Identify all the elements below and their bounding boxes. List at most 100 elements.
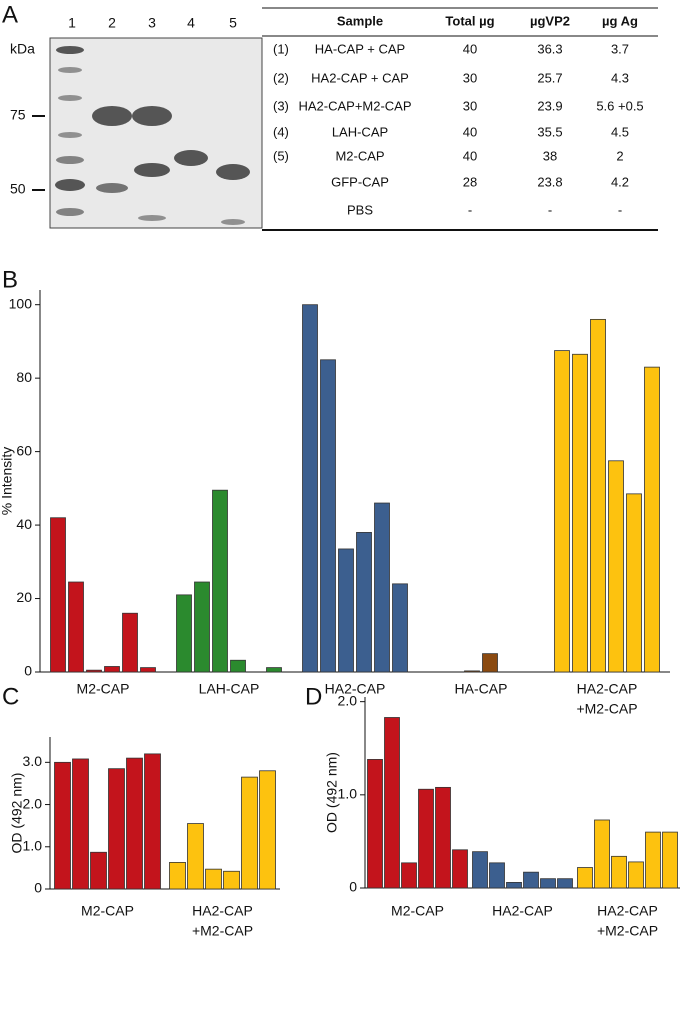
group-label: +M2-CAP [576, 701, 637, 717]
y-tick-label: 40 [16, 516, 32, 532]
bar [577, 867, 593, 889]
group-label: HA2-CAP [597, 903, 658, 919]
table-header: Sample [337, 13, 383, 28]
y-axis-label: OD (492 nm) [9, 773, 25, 854]
bar [241, 776, 258, 890]
y-tick-label: 100 [9, 295, 33, 311]
table-cell: 4.2 [611, 174, 629, 189]
y-tick-label: 2.0 [338, 692, 358, 708]
table-cell: 3.7 [611, 41, 629, 56]
table-cell: 25.7 [537, 70, 562, 85]
table-cell: 40 [463, 148, 477, 163]
table-cell: 40 [463, 124, 477, 139]
panel-letter: C [2, 683, 19, 710]
bar [356, 532, 372, 673]
bar [645, 831, 661, 889]
bar [194, 581, 210, 673]
bar [464, 670, 480, 673]
bar [223, 870, 240, 890]
bar [452, 849, 468, 889]
table-cell: HA2-CAP+M2-CAP [298, 98, 411, 113]
bar [611, 855, 627, 889]
group-label: M2-CAP [81, 903, 134, 919]
lane-label: 3 [148, 15, 156, 31]
bar [572, 353, 588, 673]
group-label: HA2-CAP [577, 681, 638, 697]
bar [205, 868, 222, 890]
table-cell: 4.3 [611, 70, 629, 85]
table-cell: 30 [463, 70, 477, 85]
bar [506, 882, 522, 889]
table-cell: HA-CAP + CAP [315, 41, 405, 56]
lane-label: 2 [108, 15, 116, 31]
gel-image [32, 37, 263, 229]
bar [644, 366, 660, 673]
bar [540, 878, 556, 889]
bar [212, 489, 228, 673]
group-label: HA2-CAP [325, 681, 386, 697]
bar [104, 666, 120, 673]
table-cell: HA2-CAP + CAP [311, 70, 409, 85]
bar [435, 786, 451, 889]
bar [662, 831, 678, 889]
bar [140, 667, 156, 673]
table-cell: 28 [463, 174, 477, 189]
y-axis-label: OD (492 nm) [324, 752, 340, 833]
row-number: (3) [273, 98, 289, 113]
bar [374, 502, 390, 673]
group-label: +M2-CAP [597, 923, 658, 939]
table-header: Total µg [445, 13, 494, 28]
bar [302, 304, 318, 673]
group-label: M2-CAP [77, 681, 130, 697]
bar [169, 862, 186, 890]
bar [608, 460, 624, 673]
charts: 0 20 40 60 80 100 % Intensity M2-CAP LAH-CAP HA2-… [0, 290, 680, 939]
marker-label: 50 [10, 181, 26, 197]
table-cell: 2 [616, 148, 623, 163]
table-cell: - [468, 202, 472, 217]
table-cell: 4.5 [611, 124, 629, 139]
y-tick-label: 1.0 [338, 786, 358, 802]
group-label: LAH-CAP [199, 681, 260, 697]
table-cell: 36.3 [537, 41, 562, 56]
bar [176, 594, 192, 673]
table-cell: - [548, 202, 552, 217]
table-cell: 5.6 +0.5 [596, 98, 643, 113]
panel-letter: D [305, 683, 322, 710]
bar [90, 851, 107, 890]
bar [418, 788, 434, 889]
bar [86, 669, 102, 673]
y-tick-label: 80 [16, 369, 32, 385]
bar [122, 612, 138, 673]
bar [626, 493, 642, 673]
table-cell: 23.9 [537, 98, 562, 113]
bar [554, 350, 570, 673]
lane-label: 4 [187, 15, 195, 31]
bar [54, 761, 71, 890]
group-label: HA2-CAP [492, 903, 553, 919]
group-label: M2-CAP [391, 903, 444, 919]
y-tick-label: 20 [16, 589, 32, 605]
row-number: (2) [273, 70, 289, 85]
y-tick-label: 60 [16, 442, 32, 458]
bar [320, 359, 336, 673]
lane-label: 1 [68, 15, 76, 31]
bar [50, 517, 66, 673]
panel-letter: A [2, 1, 18, 28]
table-header: µg Ag [602, 13, 638, 28]
bar [384, 717, 400, 889]
table-cell: PBS [347, 202, 373, 217]
group-label: HA-CAP [455, 681, 508, 697]
y-tick-label: 1.0 [23, 837, 43, 853]
gel-unit: kDa [10, 41, 35, 57]
bar [72, 758, 89, 890]
table-cell: 35.5 [537, 124, 562, 139]
row-number: (1) [273, 41, 289, 56]
group-label: +M2-CAP [192, 923, 253, 939]
y-axis-label: % Intensity [0, 447, 15, 515]
bar [144, 753, 161, 890]
y-tick-label: 2.0 [23, 795, 43, 811]
bar [628, 861, 644, 889]
bar [338, 548, 354, 673]
